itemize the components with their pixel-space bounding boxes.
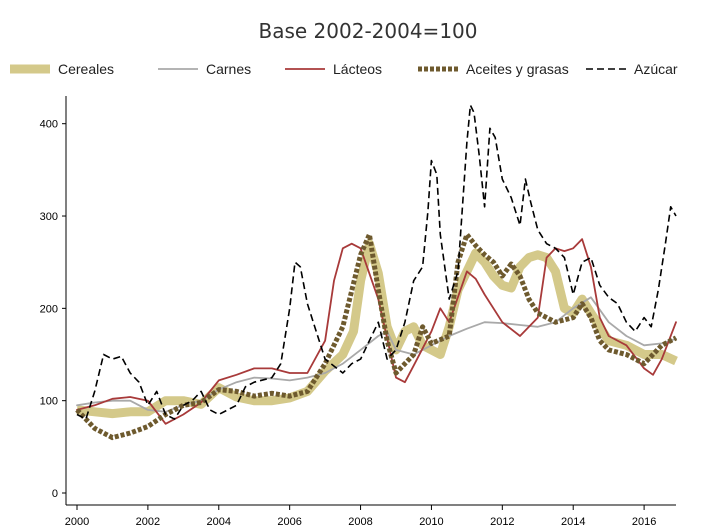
series-line-azucar xyxy=(76,104,677,420)
legend-label-carnes: Carnes xyxy=(206,61,251,77)
chart-legend: Cereales Carnes Lácteos Aceites y grasas Azú… xyxy=(10,61,678,77)
x-tick-label: 2010 xyxy=(419,516,443,528)
y-tick-label: 100 xyxy=(40,396,58,408)
legend-label-lacteos: Lácteos xyxy=(333,61,382,77)
x-tick-label: 2004 xyxy=(207,516,231,528)
x-tick-label: 2006 xyxy=(277,516,301,528)
x-tick-label: 2002 xyxy=(136,516,160,528)
series-layer xyxy=(75,104,678,441)
y-tick-label: 400 xyxy=(40,119,58,131)
series-line-carnes xyxy=(76,296,677,413)
chart-title: Base 2002-2004=100 xyxy=(258,19,477,43)
series-line-aceites-y-grasas xyxy=(75,232,678,441)
x-tick-label: 2012 xyxy=(490,516,514,528)
x-tick-label: 2014 xyxy=(561,516,585,528)
legend-label-cereales: Cereales xyxy=(58,61,114,77)
y-tick-label: 300 xyxy=(40,211,58,223)
x-tick-label: 2000 xyxy=(65,516,89,528)
legend-label-azucar: Azúcar xyxy=(634,61,678,77)
y-tick-label: 0 xyxy=(52,488,58,500)
x-tick-label: 2008 xyxy=(348,516,372,528)
y-tick-label: 200 xyxy=(40,303,58,315)
legend-label-aceites-y-grasas: Aceites y grasas xyxy=(466,61,569,77)
ticks-layer: 0 100 200 300 400 2000 2002 2004 2006 2008 2010 201… xyxy=(40,119,657,528)
x-tick-label: 2016 xyxy=(632,516,656,528)
plot-area: 0 100 200 300 400 2000 2002 2004 2006 2008 2010 201… xyxy=(40,96,678,528)
